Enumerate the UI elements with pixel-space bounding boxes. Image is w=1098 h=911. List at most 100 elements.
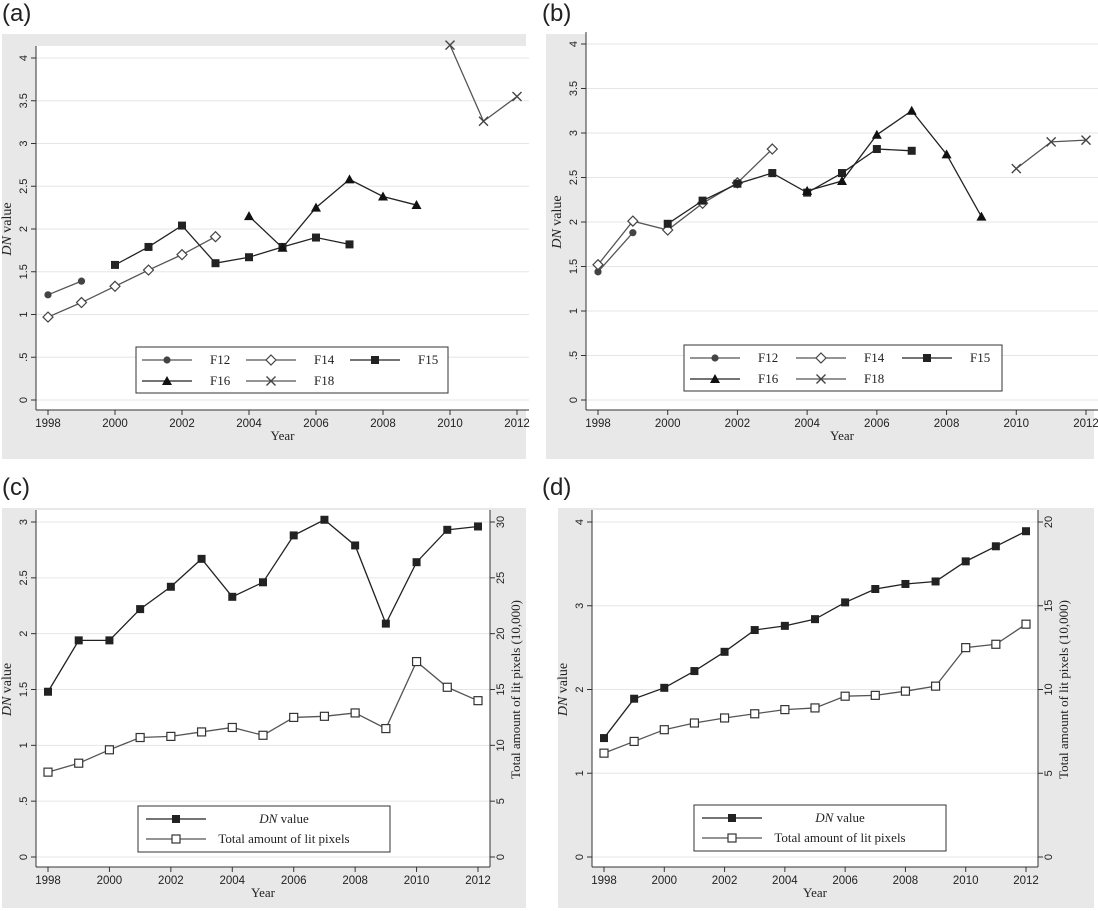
x-tick-label: 2006 — [864, 418, 890, 430]
data-point — [473, 696, 483, 706]
y-tick-label: 3 — [574, 603, 586, 609]
data-point — [311, 202, 321, 212]
data-point — [599, 748, 609, 758]
data-point — [411, 656, 422, 667]
data-point — [1081, 135, 1091, 146]
y-axis-label: DN value — [0, 663, 15, 717]
data-point — [750, 626, 759, 635]
y-axis-label-italic: DN — [0, 696, 15, 717]
x-tick-label: 2006 — [832, 875, 858, 887]
data-point — [871, 585, 880, 593]
data-point — [44, 687, 52, 696]
y-tick-label: 3.5 — [18, 93, 30, 108]
y-axis-label: DN value — [550, 195, 565, 249]
data-point — [991, 542, 1000, 551]
x-tick-label: 2000 — [655, 418, 681, 430]
data-point — [344, 174, 355, 184]
panel-d-tag: (d) — [542, 474, 572, 501]
data-point — [840, 691, 850, 701]
y2-tick-label: 5 — [1043, 770, 1055, 776]
data-point — [629, 229, 637, 237]
x-tick-label: 2002 — [725, 418, 751, 430]
y-tick-label: 1 — [574, 770, 586, 776]
x-axis-label: Year — [803, 885, 828, 900]
data-point — [178, 221, 186, 230]
legend-marker — [710, 374, 720, 383]
data-point — [258, 730, 268, 740]
legend-label: F15 — [970, 350, 990, 365]
data-point — [277, 242, 288, 252]
data-point — [412, 558, 421, 567]
x-tick-label: 2010 — [953, 875, 979, 887]
data-point — [176, 248, 188, 261]
y-tick-label: 2.5 — [18, 179, 30, 194]
data-point — [109, 280, 121, 293]
data-point — [144, 242, 153, 251]
data-point — [906, 105, 917, 115]
legend-marker — [172, 815, 180, 823]
data-point — [75, 296, 88, 309]
data-point — [698, 196, 707, 205]
data-point — [104, 745, 115, 755]
legend-label: F14 — [864, 350, 885, 365]
legend-label-rest: value — [833, 810, 865, 825]
y-tick-label: 1 — [568, 308, 580, 314]
series — [44, 515, 482, 696]
y2-tick-label: 0 — [1043, 854, 1055, 860]
legend-box — [137, 805, 391, 853]
x-tick-label: 2008 — [893, 875, 919, 887]
data-point — [810, 703, 820, 713]
y2-tick-label: 5 — [495, 798, 507, 804]
data-point — [443, 525, 452, 534]
legend-marker — [162, 376, 172, 385]
data-point — [320, 515, 329, 524]
legend-label: DN value — [258, 811, 309, 826]
legend-label: F16 — [210, 373, 231, 388]
data-point — [660, 683, 669, 692]
legend-box — [135, 346, 449, 394]
data-point — [768, 169, 777, 178]
data-point — [961, 557, 970, 566]
legend-label: F18 — [314, 373, 334, 388]
y-tick-label: .5 — [18, 353, 30, 362]
legend-label: F16 — [758, 371, 779, 386]
data-point — [630, 694, 639, 703]
series — [42, 230, 222, 323]
x-tick-label: 2008 — [342, 875, 368, 887]
data-point — [227, 722, 237, 733]
y-axis-label-italic: DN — [550, 229, 565, 250]
data-point — [381, 619, 390, 628]
y-tick-label: 2 — [18, 226, 30, 232]
series — [445, 40, 522, 127]
x-tick-label: 2006 — [281, 875, 307, 887]
legend-label: Total amount of lit pixels — [774, 830, 905, 845]
data-point — [136, 605, 145, 614]
legend-label: DN value — [814, 810, 865, 825]
data-point — [600, 734, 608, 743]
x-tick-label: 2010 — [437, 418, 463, 430]
x-tick-label: 2004 — [794, 418, 820, 430]
data-point — [350, 708, 360, 718]
data-point — [244, 211, 254, 221]
data-point — [720, 647, 729, 656]
data-point — [105, 636, 114, 645]
data-point — [991, 639, 1001, 649]
y-tick-label: 1 — [18, 742, 30, 748]
y2-tick-label: 20 — [1043, 516, 1055, 528]
y-tick-label: 1.5 — [568, 259, 580, 274]
y-axis-label-rest: value — [0, 202, 15, 236]
data-point — [719, 713, 730, 723]
series — [599, 619, 1031, 758]
x-tick-label: 2012 — [504, 418, 530, 430]
y2-axis-label: Total amount of lit pixels (10,000) — [508, 600, 523, 779]
data-point — [941, 149, 952, 159]
y2-tick-label: 0 — [495, 854, 507, 860]
legend-label: Total amount of lit pixels — [218, 831, 349, 846]
legend-label: F14 — [314, 352, 335, 367]
data-point — [811, 615, 819, 624]
legend-marker — [816, 374, 826, 384]
y-tick-label: 3 — [18, 140, 30, 146]
data-point — [43, 767, 53, 777]
chart-a: 0 .5 1 1.5 2 2.5 3 3.5 4 1998 2000 2002 2004 2006 2008… — [0, 40, 530, 443]
